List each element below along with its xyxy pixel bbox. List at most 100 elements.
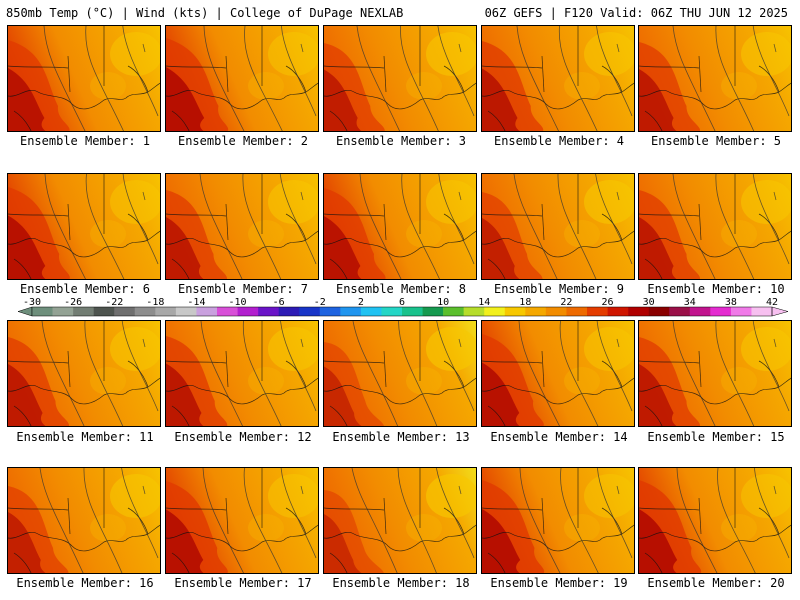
ensemble-map-panel — [323, 320, 477, 427]
colorbar-swatch — [545, 307, 567, 316]
colorbar-tick-label: 30 — [643, 297, 655, 308]
ensemble-map-panel — [323, 467, 477, 574]
colorbar-swatch — [299, 307, 321, 316]
colorbar-swatch — [648, 307, 670, 316]
ensemble-map-panel — [165, 25, 319, 132]
colorbar-swatch — [504, 307, 526, 316]
ensemble-member-label: Ensemble Member: 8 — [335, 282, 467, 296]
ensemble-map-panel — [481, 173, 635, 280]
colorbar-swatch — [587, 307, 608, 316]
ensemble-map-panel — [481, 467, 635, 574]
ensemble-map-panel — [481, 25, 635, 132]
ensemble-map-panel — [638, 467, 792, 574]
colorbar-swatch — [566, 307, 588, 316]
ensemble-map-panel — [481, 320, 635, 427]
colorbar-swatch — [463, 307, 485, 316]
ensemble-map-panel — [165, 173, 319, 280]
temperature-colorbar: -30 -26 -22 -18 -14 -10 -6 -2 2 6 10 14 18 22 26 30 34 38… — [18, 297, 788, 317]
colorbar-tick-label: 2 — [358, 297, 364, 308]
colorbar-tick-label: -26 — [64, 297, 82, 308]
colorbar-swatch — [114, 307, 136, 316]
colorbar-swatch — [155, 307, 177, 316]
ensemble-member-label: Ensemble Member: 18 — [332, 576, 470, 590]
ensemble-map-panel — [638, 320, 792, 427]
colorbar-swatch — [52, 307, 74, 316]
ensemble-member-label: Ensemble Member: 9 — [493, 282, 625, 296]
ensemble-member-label: Ensemble Member: 4 — [493, 134, 625, 148]
ensemble-member-label: Ensemble Member: 13 — [332, 430, 470, 444]
chart-title: 850mb Temp (°C) | Wind (kts) | College o… — [6, 6, 404, 20]
colorbar-swatch — [32, 307, 53, 316]
ensemble-member-label: Ensemble Member: 16 — [16, 576, 154, 590]
ensemble-member-label: Ensemble Member: 3 — [335, 134, 467, 148]
colorbar-swatch — [340, 307, 362, 316]
colorbar-swatch — [402, 307, 423, 316]
colorbar-tick-label: 18 — [519, 297, 531, 308]
colorbar-tick-label: 6 — [399, 297, 405, 308]
colorbar-swatch — [689, 307, 711, 316]
ensemble-map-panel — [7, 173, 161, 280]
colorbar-swatch — [360, 307, 382, 316]
colorbar-swatch — [751, 307, 773, 316]
colorbar-swatch — [278, 307, 300, 316]
run-valid-time: 06Z GEFS | F120 Valid: 06Z THU JUN 12 20… — [484, 6, 788, 20]
colorbar-tick-label: 10 — [437, 297, 449, 308]
ensemble-member-label: Ensemble Member: 12 — [174, 430, 312, 444]
colorbar-swatch — [443, 307, 464, 316]
ensemble-map-panel — [165, 320, 319, 427]
colorbar-swatch — [381, 307, 403, 316]
ensemble-map-panel — [638, 25, 792, 132]
colorbar-swatch — [669, 307, 691, 316]
colorbar-swatch — [196, 307, 218, 316]
colorbar-swatch — [237, 307, 259, 316]
colorbar-tick-label: 26 — [602, 297, 614, 308]
colorbar-swatch — [319, 307, 341, 316]
ensemble-member-label: Ensemble Member: 11 — [16, 430, 154, 444]
ensemble-member-label: Ensemble Member: 10 — [647, 282, 785, 296]
colorbar-tick-label: 22 — [560, 297, 572, 308]
colorbar-swatch — [525, 307, 547, 316]
ensemble-member-label: Ensemble Member: 7 — [177, 282, 309, 296]
colorbar-swatch — [484, 307, 506, 316]
ensemble-map-panel — [7, 467, 161, 574]
colorbar-max-arrow — [771, 306, 788, 317]
ensemble-member-label: Ensemble Member: 19 — [490, 576, 628, 590]
colorbar-swatch — [217, 307, 238, 316]
colorbar-tick-label: 34 — [684, 297, 696, 308]
colorbar-swatch — [710, 307, 732, 316]
colorbar-tick-label: -6 — [273, 297, 285, 308]
colorbar-swatch — [607, 307, 629, 316]
ensemble-member-label: Ensemble Member: 20 — [647, 576, 785, 590]
colorbar-tick-label: 42 — [766, 297, 778, 308]
colorbar-tick-label: -22 — [105, 297, 123, 308]
colorbar-min-arrow — [18, 306, 33, 317]
colorbar-tick-label: 38 — [725, 297, 737, 308]
colorbar-swatch — [628, 307, 649, 316]
colorbar-swatch — [422, 307, 444, 316]
colorbar-swatch — [93, 307, 115, 316]
ensemble-map-panel — [323, 25, 477, 132]
colorbar-tick-label: 14 — [478, 297, 490, 308]
ensemble-member-label: Ensemble Member: 6 — [19, 282, 151, 296]
ensemble-member-label: Ensemble Member: 15 — [647, 430, 785, 444]
colorbar-swatch — [73, 307, 94, 316]
colorbar-tick-label: -30 — [23, 297, 41, 308]
ensemble-member-label: Ensemble Member: 17 — [174, 576, 312, 590]
colorbar-swatch — [134, 307, 156, 316]
colorbar-tick-label: -14 — [187, 297, 205, 308]
colorbar-swatch — [730, 307, 752, 316]
ensemble-member-label: Ensemble Member: 5 — [650, 134, 782, 148]
colorbar-tick-label: -2 — [314, 297, 326, 308]
ensemble-member-label: Ensemble Member: 14 — [490, 430, 628, 444]
colorbar-tick-label: -10 — [229, 297, 247, 308]
colorbar-tick-label: -18 — [146, 297, 164, 308]
colorbar-swatch — [258, 307, 279, 316]
ensemble-member-label: Ensemble Member: 1 — [19, 134, 151, 148]
ensemble-map-panel — [7, 25, 161, 132]
ensemble-map-panel — [638, 173, 792, 280]
ensemble-map-panel — [165, 467, 319, 574]
colorbar-swatch — [175, 307, 197, 316]
ensemble-map-panel — [7, 320, 161, 427]
ensemble-member-label: Ensemble Member: 2 — [177, 134, 309, 148]
ensemble-map-panel — [323, 173, 477, 280]
